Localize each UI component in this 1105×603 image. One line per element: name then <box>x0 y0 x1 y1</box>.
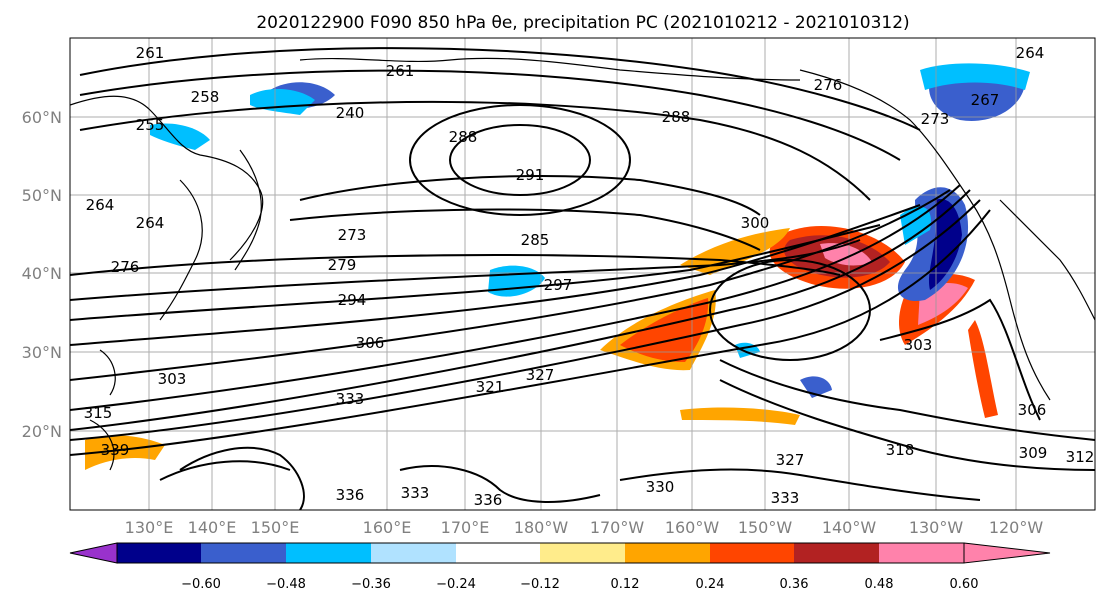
lon-label: 170°W <box>590 518 645 537</box>
contour-label: 333 <box>771 489 800 507</box>
contour-label: 312 <box>1066 448 1095 466</box>
theta-e-contours <box>70 47 1095 510</box>
contour-label: 288 <box>449 128 478 146</box>
colorbar-swatch <box>879 543 964 563</box>
lat-label: 30°N <box>22 343 62 362</box>
contour-label: 264 <box>136 214 165 232</box>
contour-label: 297 <box>544 276 573 294</box>
contour-label: 306 <box>356 334 385 352</box>
colorbar-swatch <box>456 543 540 563</box>
contour-label: 321 <box>476 378 505 396</box>
contour-label: 288 <box>662 108 691 126</box>
lon-label: 150°W <box>738 518 793 537</box>
graticule <box>70 38 1095 510</box>
contour-label: 261 <box>386 62 415 80</box>
contour-label: 333 <box>401 484 430 502</box>
lat-label: 60°N <box>22 108 62 127</box>
contour-label: 336 <box>474 491 503 509</box>
contour-label: 336 <box>336 486 365 504</box>
colorbar-swatch <box>286 543 371 563</box>
contour-label: 315 <box>84 404 113 422</box>
lat-label: 20°N <box>22 422 62 441</box>
contour-label: 276 <box>111 258 140 276</box>
colorbar-swatch <box>201 543 286 563</box>
colorbar-swatch <box>794 543 879 563</box>
colorbar-tick-label: −0.24 <box>436 577 476 592</box>
colorbar-ticks: −0.60 −0.48 −0.36 −0.24 −0.12 0.12 0.24 … <box>181 577 978 592</box>
map-panel <box>69 37 1096 511</box>
colorbar-swatch <box>710 543 794 563</box>
contour-label: 264 <box>86 196 115 214</box>
colorbar-tick-label: 0.48 <box>865 577 894 592</box>
contour-label: 294 <box>338 291 367 309</box>
colorbar-extend-low <box>69 542 118 564</box>
contour-label: 300 <box>741 214 770 232</box>
colorbar-tick-label: −0.48 <box>266 577 306 592</box>
coastlines <box>70 57 1095 471</box>
colorbar-extend-high <box>963 542 1051 564</box>
contour-label: 273 <box>338 226 367 244</box>
colorbar-tick-label: 0.36 <box>780 577 809 592</box>
colorbar-tick-label: −0.36 <box>351 577 391 592</box>
contour-label: 261 <box>136 44 165 62</box>
colorbar-tick-label: −0.60 <box>181 577 221 592</box>
contour-label: 339 <box>101 441 130 459</box>
lat-labels: 60°N 50°N 40°N 30°N 20°N <box>22 108 62 441</box>
contour-label: 273 <box>921 110 950 128</box>
contour-label: 240 <box>336 104 365 122</box>
colorbar-tick-label: 0.60 <box>950 577 979 592</box>
contour-label: 258 <box>191 88 220 106</box>
contour-label: 309 <box>1019 444 1048 462</box>
colorbar-tick-label: 0.24 <box>696 577 725 592</box>
contour-label: 303 <box>904 336 933 354</box>
lon-label: 140°E <box>188 518 237 537</box>
contour-label: 267 <box>971 91 1000 109</box>
colorbar: −0.60 −0.48 −0.36 −0.24 −0.12 0.12 0.24 … <box>69 542 1051 592</box>
contour-label: 318 <box>886 441 915 459</box>
lon-label: 180°W <box>514 518 569 537</box>
contour-label: 303 <box>158 370 187 388</box>
lon-label: 130°W <box>909 518 964 537</box>
lon-label: 170°E <box>441 518 490 537</box>
lon-labels: 130°E 140°E 150°E 160°E 170°E 180°W 170°… <box>125 518 1044 537</box>
lon-label: 140°W <box>822 518 877 537</box>
lon-label: 130°E <box>125 518 174 537</box>
contour-label: 330 <box>646 478 675 496</box>
contour-label: 333 <box>336 390 365 408</box>
colorbar-tick-label: −0.12 <box>520 577 560 592</box>
colorbar-swatch <box>625 543 710 563</box>
contour-label: 276 <box>814 76 843 94</box>
colorbar-tick-label: 0.12 <box>611 577 640 592</box>
lon-label: 120°W <box>989 518 1044 537</box>
contour-label: 327 <box>776 451 805 469</box>
contour-label: 291 <box>516 166 545 184</box>
lon-label: 160°E <box>363 518 412 537</box>
lat-label: 40°N <box>22 264 62 283</box>
contour-label: 306 <box>1018 401 1047 419</box>
contour-label: 279 <box>328 256 357 274</box>
contour-label: 285 <box>521 231 550 249</box>
contour-label: 255 <box>136 116 165 134</box>
colorbar-swatch <box>540 543 625 563</box>
lat-label: 50°N <box>22 186 62 205</box>
lon-label: 150°E <box>251 518 300 537</box>
contour-label: 327 <box>526 366 555 384</box>
contour-label-layer: 261 258 255 264 264 276 261 240 288 291 … <box>84 44 1095 509</box>
contour-label: 264 <box>1016 44 1045 62</box>
colorbar-swatch <box>117 543 201 563</box>
lon-label: 160°W <box>665 518 720 537</box>
map-title: 2020122900 F090 850 hPa θe, precipitatio… <box>256 13 909 33</box>
precip-shading <box>85 63 1030 470</box>
colorbar-swatch <box>371 543 456 563</box>
